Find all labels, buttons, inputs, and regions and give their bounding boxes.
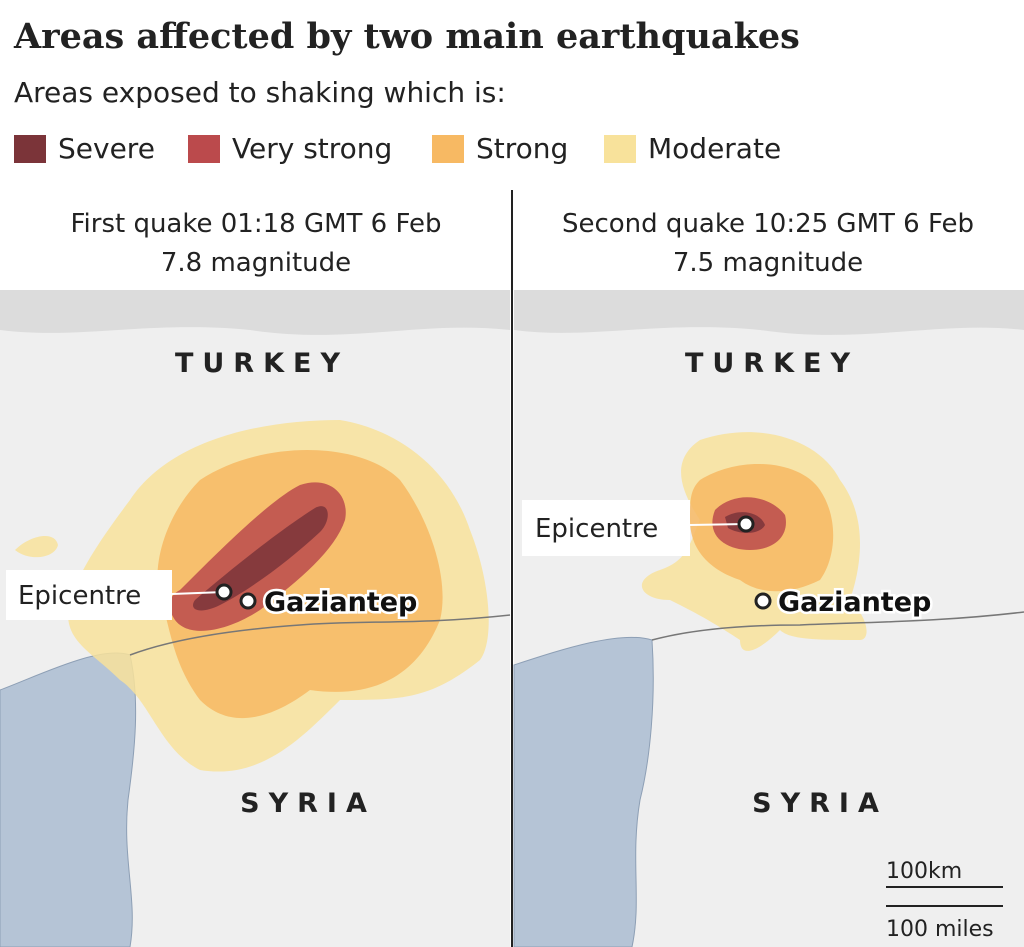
legend-swatch — [604, 135, 636, 163]
city-marker — [754, 592, 772, 610]
legend: Severe Very strong Strong Moderate — [14, 132, 781, 165]
country-label: TURKEY — [685, 348, 859, 379]
country-label: TURKEY — [175, 348, 349, 379]
legend-label: Severe — [58, 132, 155, 165]
subtitle: Areas exposed to shaking which is: — [14, 76, 506, 109]
panel-heading: 7.5 magnitude — [673, 248, 863, 278]
label-box — [522, 500, 690, 556]
legend-swatch — [432, 135, 464, 163]
relief — [0, 290, 510, 335]
sea — [513, 636, 654, 947]
sea — [0, 652, 137, 947]
legend-swatch — [188, 135, 220, 163]
panel-heading: First quake 01:18 GMT 6 Feb — [70, 209, 441, 239]
label-box — [6, 570, 172, 620]
border — [651, 611, 1024, 641]
connector — [689, 523, 747, 526]
connector — [171, 591, 225, 595]
city-label: Gaziantep — [264, 587, 417, 618]
scale-bar: 100km 100 miles — [886, 859, 1003, 942]
legend-swatch — [14, 135, 46, 163]
map-right: TURKEY SYRIA Epicentre Gaziantep — [513, 290, 1024, 947]
legend-label: Very strong — [232, 132, 392, 165]
title: Areas affected by two main earthquakes — [13, 16, 800, 57]
map-left: TURKEY SYRIA Epicentre Gaziantep — [0, 290, 511, 947]
epicentre-marker — [737, 515, 755, 533]
epicentre-label: Epicentre — [18, 581, 141, 611]
legend-label: Moderate — [648, 132, 781, 165]
panel-heading: 7.8 magnitude — [161, 248, 351, 278]
country-label: SYRIA — [752, 788, 888, 819]
epicentre-marker — [215, 583, 233, 601]
panel-heading: Second quake 10:25 GMT 6 Feb — [562, 209, 974, 239]
city-marker — [239, 592, 257, 610]
scale-label: 100km — [886, 859, 962, 884]
city-label: Gaziantep — [778, 587, 931, 618]
strong-zone — [157, 450, 443, 719]
legend-label: Strong — [476, 132, 568, 165]
country-label: SYRIA — [240, 788, 376, 819]
border — [129, 614, 511, 656]
scale-label: 100 miles — [886, 917, 994, 942]
relief — [514, 290, 1024, 335]
epicentre-label: Epicentre — [535, 514, 658, 544]
